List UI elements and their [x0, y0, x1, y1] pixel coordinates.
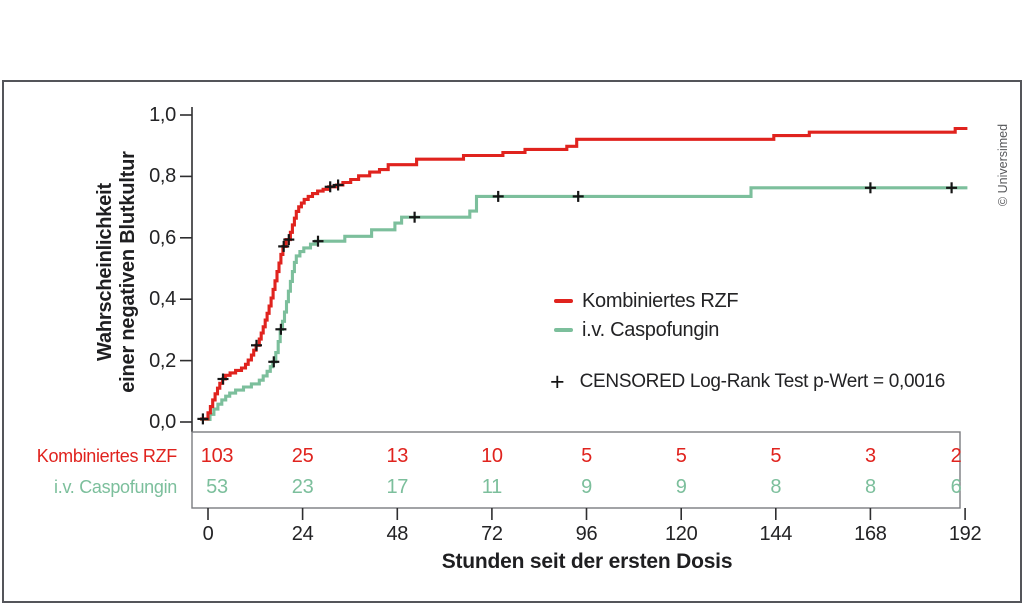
- censored-plus-icon: +: [550, 368, 565, 396]
- y-tick-label: 1,0: [149, 104, 176, 126]
- legend-label-caspofungin: i.v. Caspofungin: [582, 318, 720, 341]
- legend-item-rzf: Kombiniertes RZF: [554, 289, 739, 312]
- risk-count-rzf: 103: [200, 445, 234, 467]
- legend-item-caspofungin: i.v. Caspofungin: [554, 319, 738, 341]
- y-tick-label: 0,4: [149, 288, 176, 311]
- risk-count-caspofungin: 53: [206, 476, 228, 498]
- y-tick-label: 0,2: [149, 349, 176, 372]
- risk-count-rzf: 25: [291, 445, 314, 467]
- figure-border: [2, 80, 1022, 603]
- risk-count-caspofungin: 8: [864, 476, 876, 498]
- risk-count-rzf: 13: [386, 445, 409, 467]
- x-axis-title: Stunden seit der ersten Dosis: [441, 550, 733, 573]
- x-tick-label: 120: [664, 523, 698, 545]
- x-tick-label: 24: [291, 523, 314, 545]
- risk-count-rzf: 3: [864, 445, 876, 467]
- x-tick-label: 192: [948, 523, 982, 545]
- risk-count-rzf: 5: [581, 445, 592, 467]
- x-tick-label: 168: [854, 523, 887, 545]
- x-tick-label: 48: [386, 523, 409, 545]
- risk-count-caspofungin: 23: [291, 476, 314, 498]
- rzf-line-swatch: [554, 299, 573, 303]
- risk-count-caspofungin: 17: [386, 476, 409, 498]
- y-tick-label: 0,8: [149, 165, 176, 188]
- risk-count-caspofungin: 8: [770, 476, 782, 498]
- x-tick-label: 144: [759, 523, 793, 545]
- risk-row-label-rzf: Kombiniertes RZF: [36, 446, 178, 466]
- risk-count-rzf: 10: [481, 445, 503, 467]
- risk-row-label-caspofungin: i.v. Caspofungin: [54, 477, 177, 497]
- km-curve-caspofungin: [200, 186, 968, 422]
- caspofungin-line-swatch: [554, 328, 573, 332]
- risk-count-caspofungin: 9: [675, 476, 687, 498]
- risk-count-caspofungin: 9: [581, 476, 592, 498]
- x-tick-label: 0: [202, 523, 214, 545]
- legend: Kombiniertes RZF i.v. Caspofungin: [554, 289, 739, 348]
- risk-count-rzf: 5: [770, 445, 782, 467]
- y-tick-label: 0,0: [149, 411, 176, 433]
- x-tick-label: 72: [481, 523, 503, 545]
- risk-table-box: [191, 431, 961, 509]
- y-tick-label: 0,6: [149, 226, 176, 249]
- risk-count-rzf: 5: [675, 445, 687, 467]
- risk-count-rzf: 2: [950, 445, 962, 467]
- risk-count-caspofungin: 11: [481, 476, 502, 498]
- risk-count-caspofungin: 6: [950, 476, 962, 498]
- censored-legend-text: CENSORED Log-Rank Test p-Wert = 0,0016: [579, 371, 946, 392]
- x-tick-label: 96: [575, 523, 598, 545]
- legend-label-rzf: Kombiniertes RZF: [582, 289, 739, 312]
- censored-legend: + CENSORED Log-Rank Test p-Wert = 0,0016: [550, 368, 946, 396]
